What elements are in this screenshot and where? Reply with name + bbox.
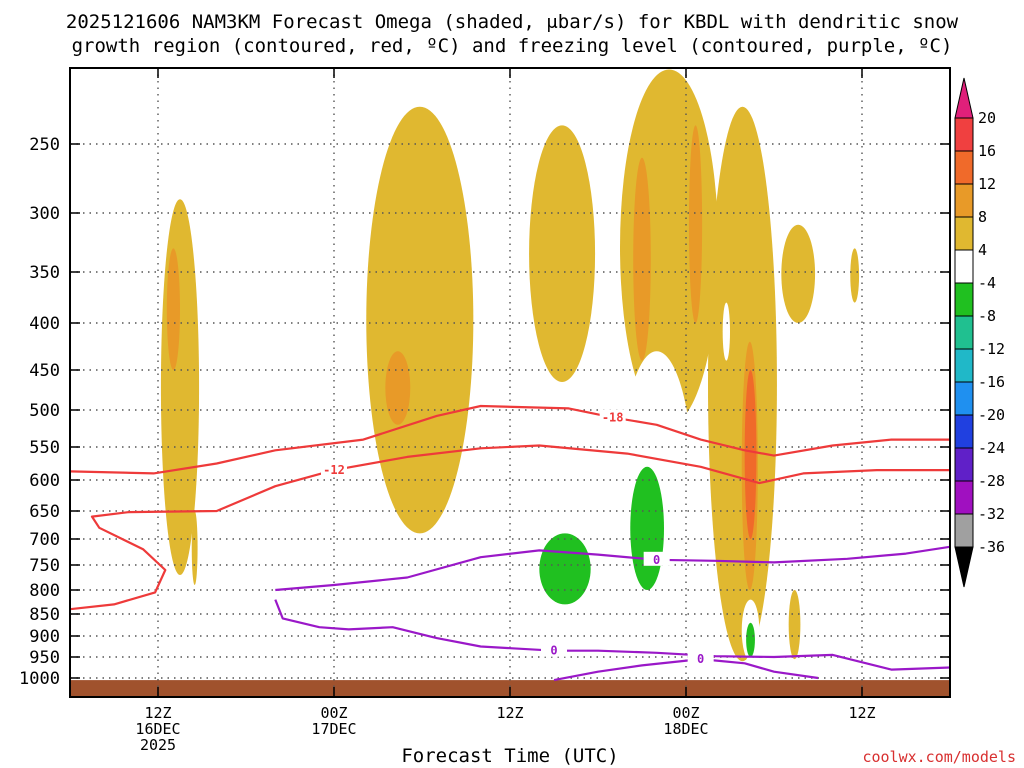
contour-label-freezing-0-bottom: 0 [697, 652, 704, 666]
colorbar-label: 16 [978, 142, 996, 160]
colorbar-label: -16 [978, 373, 1005, 391]
y-tick-label: 1000 [19, 669, 60, 689]
colorbar-bin [954, 117, 974, 152]
x-tick-label: 2025 [140, 736, 176, 754]
omega-area-hour53-blob [850, 248, 860, 303]
y-tick-label: 500 [29, 401, 60, 421]
colorbar-bin [954, 348, 974, 383]
colorbar-extend-min [954, 546, 974, 588]
colorbar-bin [954, 216, 974, 251]
x-tick-label: 16DEC [135, 720, 180, 738]
colorbar-label: -36 [978, 538, 1005, 556]
contour-label-dgz-minus18: -18 [602, 410, 624, 424]
omega-area-hour33-core [539, 533, 591, 605]
colorbar-bin [954, 183, 974, 218]
colorbar-bin [954, 315, 974, 350]
y-tick-label: 650 [29, 502, 60, 522]
x-tick-label: 12Z [496, 704, 523, 722]
colorbar-label: 20 [978, 109, 996, 127]
colorbar-label: -12 [978, 340, 1005, 358]
grid-lines [70, 68, 950, 697]
colorbar-label: 12 [978, 175, 996, 193]
x-tick-label: 12Z [144, 704, 171, 722]
contour-label-freezing-0-upper: 0 [653, 553, 660, 567]
colorbar-label: -4 [978, 274, 996, 292]
x-tick-label: 12Z [848, 704, 875, 722]
colorbar-label: -24 [978, 439, 1005, 457]
y-tick-label: 850 [29, 605, 60, 625]
plot-area [70, 69, 950, 697]
omega-area-hour39-core [630, 466, 665, 590]
omega-area-hour40-core [633, 157, 651, 361]
y-tick-label: 450 [29, 361, 60, 381]
contour-dgz-minus12 [70, 444, 950, 611]
omega-area-hour22-core [385, 351, 411, 425]
credit-link[interactable]: coolwx.com/models [862, 748, 1016, 766]
y-tick-label: 750 [29, 556, 60, 576]
x-tick-label: 17DEC [311, 720, 356, 738]
contour-dgz-minus18 [70, 404, 950, 475]
y-tick-label: 700 [29, 530, 60, 550]
contour-freezing-0-lower [274, 599, 950, 671]
colorbar-label: -8 [978, 307, 996, 325]
y-tick-label: 300 [29, 204, 60, 224]
colorbar-bin [954, 414, 974, 449]
omega-area-hour45-tower [708, 106, 777, 662]
omega-area-hour49-streak [788, 590, 801, 660]
omega-area-hour46-peak [744, 370, 757, 539]
contour-freezing-0-bottom [553, 657, 819, 682]
omega-area-hour47-core [746, 622, 755, 658]
omega-area-hour9-streak [191, 511, 198, 585]
contour-label-freezing-0-lower: 0 [550, 644, 557, 658]
colorbar-label: -20 [978, 406, 1005, 424]
x-tick-label: 00Z [672, 704, 699, 722]
y-tick-label: 350 [29, 263, 60, 283]
colorbar-bin [954, 282, 974, 317]
y-tick-label: 550 [29, 438, 60, 458]
colorbar: 20 16 12 8 4 -4 -8 -12 -16 -20 -24 -28 -32 -36 [954, 77, 1005, 588]
colorbar-label: 8 [978, 208, 987, 226]
y-tick-label: 600 [29, 471, 60, 491]
y-tick-label: 400 [29, 314, 60, 334]
contour-label-dgz-minus12: -12 [323, 463, 345, 477]
y-tick-label: 250 [29, 135, 60, 155]
x-axis-title: Forecast Time (UTC) [401, 745, 618, 767]
contour-freezing-0-upper [275, 545, 950, 592]
omega-area-hour42-core [688, 125, 703, 323]
colorbar-extend-max [954, 77, 974, 119]
y-tick-label: 900 [29, 627, 60, 647]
contour-label-bg [687, 651, 714, 666]
chart-title-line1: 2025121606 NAM3KM Forecast Omega (shaded… [66, 11, 959, 33]
colorbar-bin [954, 447, 974, 482]
contour-label-bg [541, 642, 567, 657]
chart-title-line2: growth region (contoured, red, ºC) and f… [72, 35, 953, 57]
colorbar-label: -32 [978, 505, 1005, 523]
colorbar-bin [954, 480, 974, 515]
y-tick-label: 800 [29, 581, 60, 601]
colorbar-label: -28 [978, 472, 1005, 490]
colorbar-bin [954, 150, 974, 185]
x-tick-label: 18DEC [663, 720, 708, 738]
contour-label-bg [599, 409, 626, 424]
omega-area-hour6-core [166, 248, 180, 370]
colorbar-bin [954, 513, 974, 548]
omega-area-hour4-lowlevel [125, 614, 170, 660]
colorbar-label: 4 [978, 241, 987, 259]
colorbar-bin [954, 249, 974, 284]
colorbar-bin [954, 381, 974, 416]
omega-area-hour49-upper [781, 224, 816, 323]
x-tick-label: 00Z [320, 704, 347, 722]
omega-area-hour20-broad [366, 106, 474, 534]
omega-area-hour45-streak [722, 302, 730, 361]
contour-label-bg [643, 551, 670, 566]
y-tick-label: 950 [29, 648, 60, 668]
axes: 2503003504004505005506006507007508008509… [19, 67, 951, 754]
contour-lines: -18 -12 0 0 0 [70, 404, 950, 682]
omega-area-hour33-tower [529, 125, 596, 382]
contour-label-bg [321, 462, 347, 477]
